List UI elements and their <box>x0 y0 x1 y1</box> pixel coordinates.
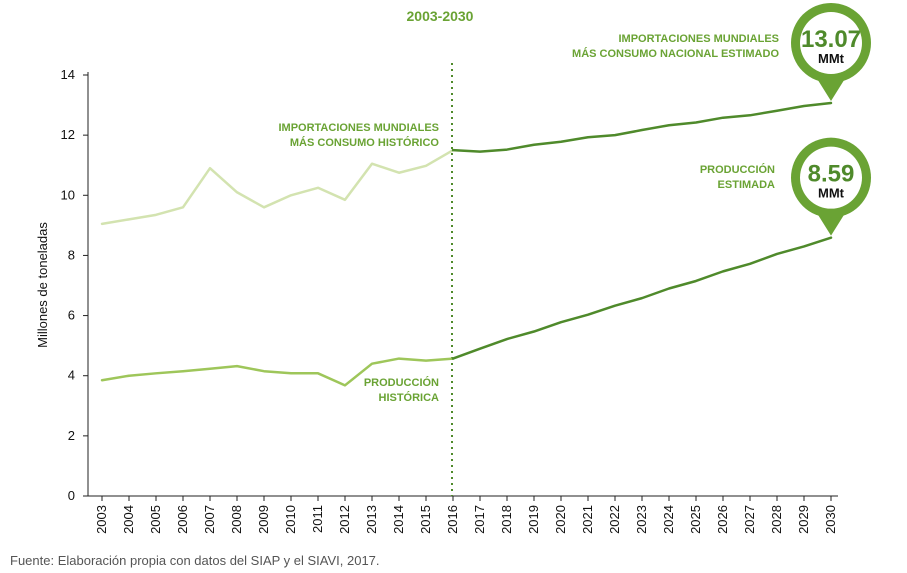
bubble-unit: MMt <box>818 51 845 66</box>
x-tick-label: 2026 <box>715 505 730 534</box>
chart-title: 2003-2030 <box>407 8 474 24</box>
annotation-prod_hist: HISTÓRICA <box>379 391 440 404</box>
x-tick-label: 2013 <box>364 505 379 534</box>
annotations: IMPORTACIONES MUNDIALES MÁS CONSUMO HISTÓ… <box>278 33 779 404</box>
annotation-prod_hist: PRODUCCIÓN <box>364 376 439 389</box>
series-lines <box>100 101 833 387</box>
y-tick-label: 8 <box>68 247 75 262</box>
y-tick-label: 12 <box>61 127 75 142</box>
annotation-prod_est: ESTIMADA <box>718 179 776 191</box>
x-tick-label: 2028 <box>769 505 784 534</box>
x-tick-label: 2018 <box>499 505 514 534</box>
x-tick-label: 2022 <box>607 505 622 534</box>
x-tick-label: 2012 <box>337 505 352 534</box>
annotation-imp_hist: IMPORTACIONES MUNDIALES <box>278 122 439 134</box>
line-chart: 2003-2030 Millones de toneladas 0 2 4 6 8 10 1… <box>35 2 871 534</box>
x-tick-label: 2003 <box>94 505 109 534</box>
series-line-imp_est <box>451 101 833 153</box>
x-tick-label: 2015 <box>418 505 433 534</box>
y-axis-label: Millones de toneladas <box>35 222 50 348</box>
annotation-imp_hist: MÁS CONSUMO HISTÓRICO <box>290 136 440 149</box>
series-line-prod_hist <box>100 357 455 387</box>
y-tick-label: 6 <box>68 308 75 323</box>
x-tick-label: 2024 <box>661 505 676 534</box>
x-tick-label: 2019 <box>526 505 541 534</box>
x-tick-label: 2017 <box>472 505 487 534</box>
source-note: Fuente: Elaboración propia con datos del… <box>10 553 380 568</box>
series-line-imp_hist <box>100 148 455 226</box>
x-tick-label: 2009 <box>256 505 271 534</box>
axes: 0 2 4 6 8 10 12 14 2003 2004 2005 2006 2007 2008 2009 2… <box>61 63 838 534</box>
x-tick-label: 2011 <box>310 505 325 533</box>
bubble-value: 8.59 <box>808 161 855 188</box>
annotation-prod_est: PRODUCCIÓN <box>700 163 775 176</box>
bubble-pointer <box>816 76 846 101</box>
annotation-imp_est: IMPORTACIONES MUNDIALES <box>618 33 779 45</box>
bubble-pointer <box>816 211 846 236</box>
x-tick-label: 2007 <box>202 505 217 534</box>
x-tick-label: 2027 <box>742 505 757 534</box>
series-line-prod_est <box>451 236 833 360</box>
x-tick-label: 2004 <box>121 505 136 534</box>
x-tick-label: 2006 <box>175 505 190 534</box>
x-tick-label: 2023 <box>634 505 649 534</box>
bubble-unit: MMt <box>818 186 845 201</box>
x-tick-label: 2016 <box>445 505 460 534</box>
x-tick-label: 2030 <box>823 505 838 534</box>
annotation-imp_est: MÁS CONSUMO NACIONAL ESTIMADO <box>572 47 779 60</box>
x-tick-label: 2005 <box>148 505 163 534</box>
bubble-inner <box>800 146 862 209</box>
x-tick-label: 2020 <box>553 505 568 534</box>
x-tick-label: 2008 <box>229 505 244 534</box>
x-tick-label: 2025 <box>688 505 703 534</box>
bubble-inner <box>800 11 862 74</box>
y-tick-label: 0 <box>68 488 75 503</box>
bubble-value: 13.07 <box>801 26 861 53</box>
x-tick-label: 2014 <box>391 505 406 534</box>
x-tick-label: 2029 <box>796 505 811 534</box>
x-tick-label: 2021 <box>580 505 595 534</box>
y-tick-label: 4 <box>68 368 75 383</box>
y-tick-label: 2 <box>68 428 75 443</box>
x-tick-label: 2010 <box>283 505 298 534</box>
y-tick-label: 10 <box>61 187 75 202</box>
y-tick-label: 14 <box>61 67 75 82</box>
